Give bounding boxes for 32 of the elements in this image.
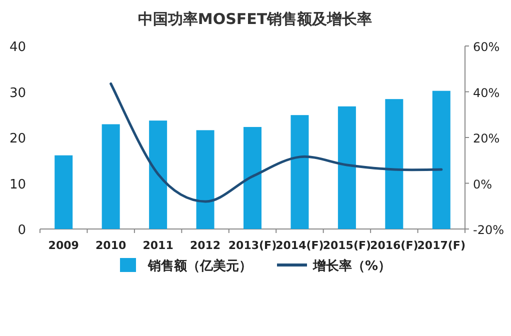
bar: [338, 106, 356, 229]
x-tick-label: 2015(F): [322, 239, 372, 252]
y2-tick-label: 60%: [473, 40, 500, 54]
y2-tick-label: -20%: [473, 223, 504, 237]
y2-tick-label: 40%: [473, 86, 500, 100]
bar: [290, 115, 309, 229]
x-tick-label: 2010: [96, 239, 126, 252]
x-tick-label: 2017(F): [417, 239, 466, 252]
x-tick-label: 2014(F): [276, 239, 324, 252]
x-tick-label: 2016(F): [370, 239, 418, 252]
bar: [149, 120, 168, 229]
y2-tick-label: 20%: [473, 132, 500, 146]
y-tick-label: 20: [9, 132, 26, 146]
x-tick-label: 2013(F): [228, 239, 277, 252]
legend-label: 增长率（%）: [312, 258, 392, 274]
y-tick-label: 0: [18, 223, 26, 238]
y2-tick-label: 0%: [473, 177, 492, 192]
bar: [385, 99, 404, 229]
bar: [54, 155, 73, 229]
chart-title: 中国功率MOSFET销售额及增长率: [138, 10, 372, 28]
bar: [196, 130, 214, 229]
y-tick-label: 40: [9, 40, 26, 55]
x-tick-label: 2011: [142, 239, 174, 252]
x-tick-label: 2009: [48, 239, 79, 252]
bar: [102, 124, 120, 229]
y-tick-label: 30: [9, 86, 26, 101]
x-tick-label: 2012: [190, 239, 221, 252]
bar: [432, 90, 450, 229]
y-tick-label: 10: [9, 177, 26, 192]
legend-label: 销售额（亿美元）: [147, 258, 252, 274]
bar: [244, 126, 262, 229]
line-series: [110, 82, 443, 203]
